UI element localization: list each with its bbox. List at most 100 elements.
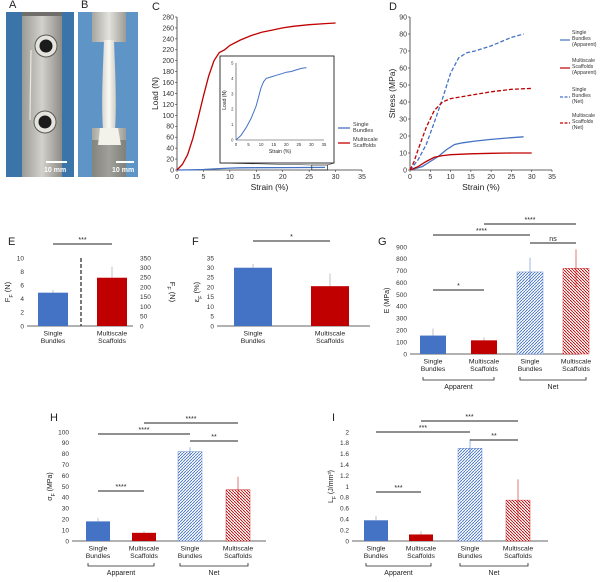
y-tick-label: 6 (20, 282, 24, 289)
y-tick-label: 10 (399, 150, 407, 157)
y-tick-label: 80 (399, 31, 407, 38)
y-tick-label: 5 (210, 314, 214, 321)
scaffold-base (98, 128, 121, 145)
group-net-label: Net (489, 570, 500, 577)
y2-tick-label: 250 (140, 275, 151, 282)
y-tick-label: 90 (62, 440, 70, 447)
group-apparent-label: Apparent (107, 570, 135, 577)
y-tick-label: 0.6 (340, 506, 349, 513)
y-tick-label: 70 (399, 48, 407, 55)
bar-2 (471, 340, 497, 354)
y2-tick-label: 300 (140, 265, 151, 272)
y-tick-label: 160 (162, 80, 174, 87)
y-tick-label: 0 (65, 538, 69, 545)
y-tick-label: 900 (396, 244, 407, 251)
category-label-2: Multiscale (315, 331, 345, 338)
panel-b-photo: B 10 mm (78, 0, 138, 177)
inset-y-tick-label: 3 (231, 91, 234, 96)
y-tick-label: 40 (62, 495, 70, 502)
y-tick-label: 1 (345, 484, 349, 491)
y-tick-label: 1.6 (340, 451, 349, 458)
group-apparent-bracket (87, 563, 155, 567)
y-tick-label: 0 (20, 323, 24, 330)
y-tick-label: 10 (62, 527, 70, 534)
y-tick-label: 400 (396, 304, 407, 311)
significance-1-label: * (290, 234, 293, 241)
y-axis-label: FF (N) (3, 281, 15, 302)
category-label-1: Bundles (86, 553, 111, 560)
y-tick-label: 0 (345, 538, 349, 545)
legend-label-2: (Apparent) (572, 70, 597, 76)
significance-1-label: * (457, 283, 460, 290)
y-axis-label: Load (N) (150, 77, 160, 110)
category-label-1: Single (244, 331, 263, 338)
y-tick-label: 180 (162, 69, 174, 76)
category-label-1: Single (424, 359, 443, 366)
load-strain-chart: 0 5 10 15 20 25 30 3502040608010012014016018020… (150, 14, 378, 192)
inset-chart: 0 5 10 15 20 25 30 35 0 1 2 3 4 5 Strain (%) Load (N) (219, 55, 335, 164)
inset-x-axis-label: Strain (%) (269, 149, 292, 155)
inset-x-tick-label: 25 (297, 142, 302, 147)
group-net-label: Net (548, 384, 559, 391)
group-apparent-label: Apparent (444, 384, 472, 391)
significance-1-label: *** (78, 237, 86, 244)
youngs-modulus-chart: 0 100 200 300 400 500 600 700 800 900 E (MPa) Singl… (384, 217, 591, 391)
legend-label-1: Bundles (572, 36, 591, 42)
panel-label-g: G (378, 236, 387, 248)
category-label-4: Scaffolds (224, 553, 252, 560)
bar-1 (420, 335, 446, 354)
y-tick-label: 60 (399, 65, 407, 72)
panel-label-c: C (152, 1, 160, 13)
y-tick-label: 10 (17, 255, 25, 262)
y-tick-label: 200 (162, 58, 174, 65)
y-tick-label: 70 (62, 462, 70, 469)
bar-1 (86, 521, 110, 541)
significance-4-label: *** (465, 414, 473, 421)
y2-axis-label: FF (N) (165, 282, 177, 303)
bar-2 (97, 277, 127, 326)
significance-2-label: ** (491, 433, 497, 440)
y-tick-label: 700 (396, 268, 407, 275)
y-axis-label: σF (MPa) (47, 472, 57, 500)
y-tick-label: 30 (62, 506, 70, 513)
inset-x-tick-label: 30 (309, 142, 314, 147)
significance-1-label: **** (116, 484, 127, 491)
zoom-region-box (311, 164, 328, 171)
legend-label-2: Multiscale (572, 58, 595, 64)
y-tick-label: 0 (170, 167, 174, 174)
y-tick-label: 140 (162, 91, 174, 98)
y-tick-label: 25 (207, 275, 215, 282)
y-tick-label: 10 (207, 304, 215, 311)
significance-3-label: *** (419, 425, 427, 432)
category-label-2: Multiscale (469, 359, 499, 366)
panel-label-f: F (192, 236, 199, 248)
y-tick-label: 1.2 (340, 473, 349, 480)
panel-label-b: B (81, 0, 88, 11)
bar-1 (38, 292, 68, 326)
y-tick-label: 30 (207, 265, 215, 272)
x-tick-label: 25 (508, 174, 516, 181)
bar-3 (457, 448, 483, 542)
y-tick-label: 35 (207, 255, 215, 262)
grip-bottom-shadow (92, 140, 126, 177)
panel-label-h: H (50, 412, 58, 424)
inset-y-tick-label: 1 (231, 122, 234, 127)
x-tick-label: 15 (252, 174, 260, 181)
series-line-2 (409, 152, 532, 171)
legend-label-3: Bundles (572, 93, 591, 99)
series-line-1 (176, 166, 326, 171)
category-label-1: Bundles (421, 366, 446, 373)
y-tick-label: 4 (20, 296, 24, 303)
grip-top (92, 12, 126, 42)
y-axis-label: E (MPa) (384, 288, 391, 314)
y-tick-label: 20 (399, 133, 407, 140)
y-tick-label: 15 (207, 294, 215, 301)
category-label-3: Single (521, 359, 540, 366)
group-net-bracket (459, 563, 529, 567)
significance-3-label: **** (139, 427, 150, 434)
inset-y-tick-label: 5 (231, 61, 234, 66)
y-tick-label: 1.8 (340, 440, 349, 447)
y-axis-label: Stress (MPa) (387, 69, 397, 119)
